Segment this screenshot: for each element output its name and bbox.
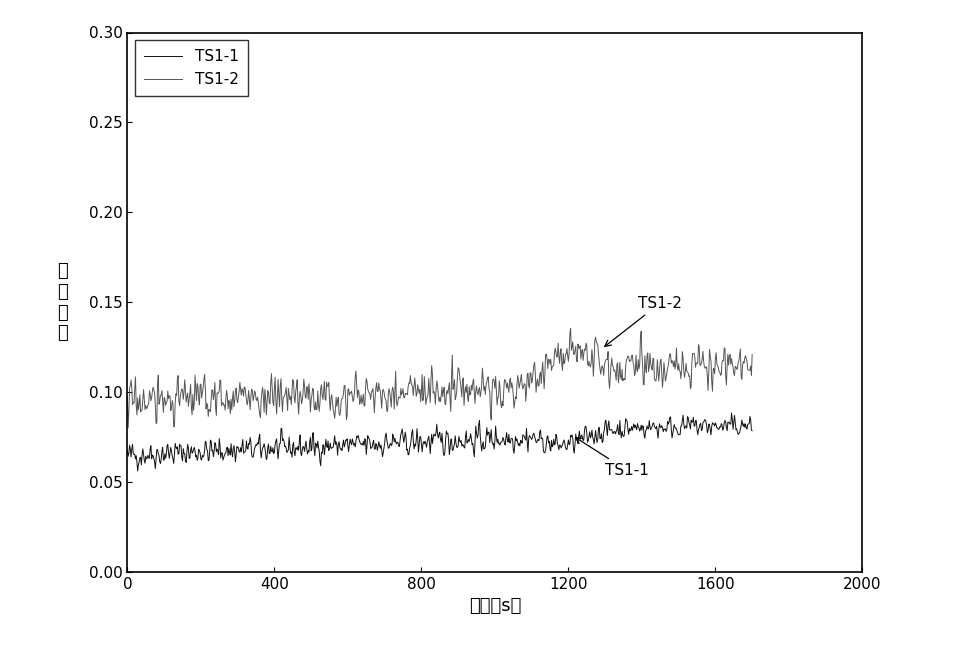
TS1-1: [559, 439, 570, 447]
TS1-2: [564, 324, 576, 332]
Text: TS1-2: TS1-2: [605, 296, 682, 346]
TS1-1: [747, 427, 759, 435]
TS1-1: [725, 409, 737, 417]
TS1-2: [425, 362, 437, 370]
TS1-2: [356, 400, 368, 408]
TS1-2: [438, 387, 450, 395]
TS1-1: [438, 450, 450, 458]
TS1-1: [466, 441, 478, 448]
TS1-1: [131, 467, 144, 475]
Legend: TS1-1, TS1-2: TS1-1, TS1-2: [135, 40, 248, 96]
Line: TS1-2: TS1-2: [127, 328, 753, 428]
TS1-2: [122, 424, 134, 432]
TS1-2: [559, 359, 570, 367]
Text: TS1-1: TS1-1: [575, 437, 649, 478]
TS1-2: [122, 393, 133, 401]
TS1-1: [356, 440, 368, 448]
Line: TS1-1: TS1-1: [127, 413, 753, 471]
TS1-1: [649, 424, 661, 432]
TS1-1: [425, 430, 437, 438]
TS1-1: [122, 447, 133, 454]
TS1-2: [650, 377, 662, 385]
X-axis label: 时间（s）: 时间（s）: [468, 597, 521, 616]
TS1-2: [466, 386, 478, 394]
TS1-2: [747, 350, 759, 358]
Y-axis label: 摩
擦
系
数: 摩 擦 系 数: [57, 262, 68, 343]
